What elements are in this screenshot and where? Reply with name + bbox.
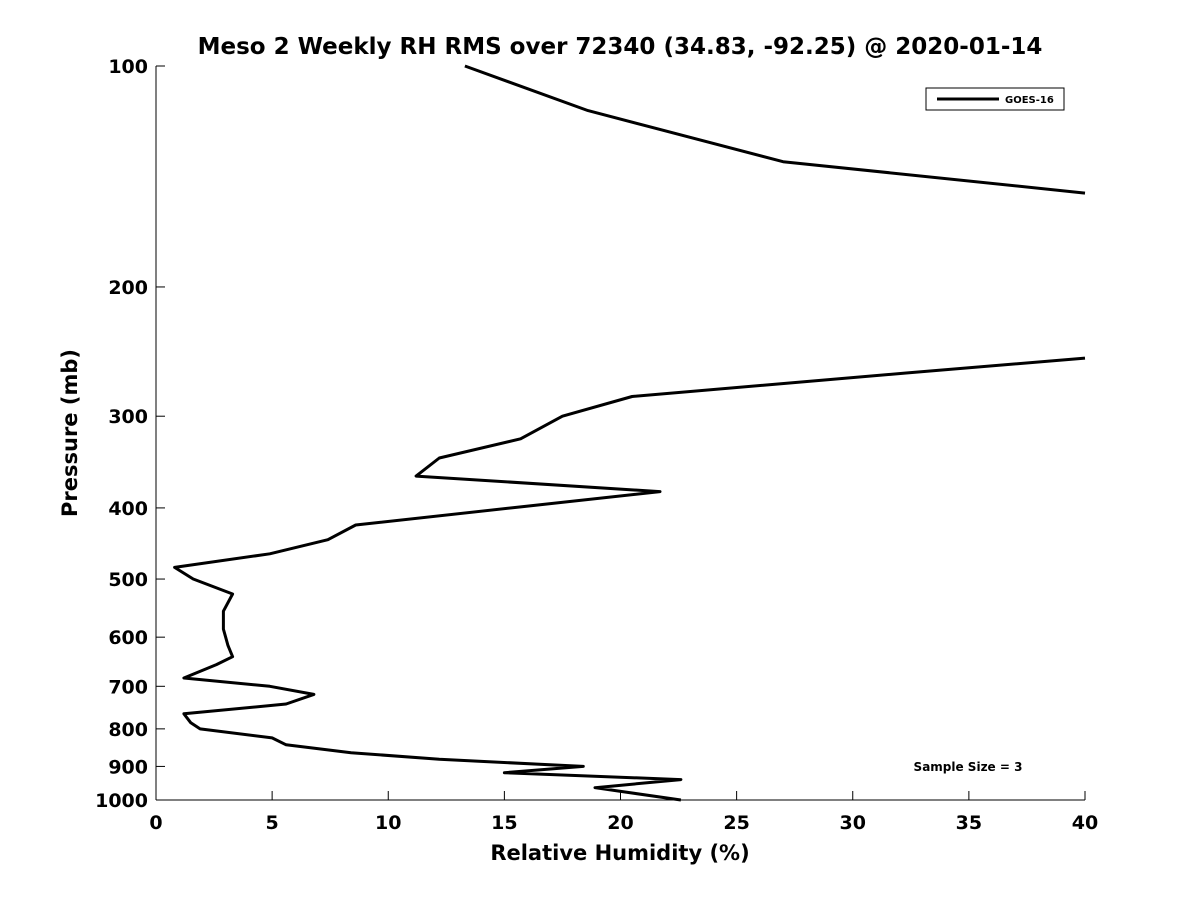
legend: GOES-16: [925, 87, 1065, 111]
y-tick-label: 1000: [95, 790, 148, 812]
chart-title: Meso 2 Weekly RH RMS over 72340 (34.83, …: [198, 34, 1043, 60]
y-tick-label: 500: [108, 569, 148, 591]
series-line-goes16: [173, 356, 1086, 802]
y-tick-label: 300: [108, 406, 148, 428]
y-tick-label: 200: [108, 277, 148, 299]
y-axis-label: Pressure (mb): [58, 349, 82, 517]
x-tick-label: 25: [723, 812, 749, 834]
x-tick-label: 35: [956, 812, 982, 834]
y-tick-label: 100: [108, 56, 148, 78]
x-tick-label: 10: [375, 812, 401, 834]
x-tick-label: 0: [149, 812, 162, 834]
series-line-goes16: [464, 64, 1086, 195]
y-tick-label: 800: [108, 719, 148, 741]
y-axis-ticks: 100 200 300 400 500 600 700 800 900 1000: [95, 56, 165, 812]
x-tick-label: 15: [491, 812, 517, 834]
x-tick-label: 40: [1072, 812, 1098, 834]
legend-label-goes16: GOES-16: [1005, 95, 1054, 106]
x-tick-label: 30: [840, 812, 866, 834]
y-tick-label: 400: [108, 498, 148, 520]
y-tick-label: 700: [108, 676, 148, 698]
x-tick-label: 5: [266, 812, 279, 834]
series-group: [173, 64, 1086, 802]
sample-size-annotation: Sample Size = 3: [914, 760, 1023, 774]
y-tick-label: 600: [108, 627, 148, 649]
x-axis-ticks: 0 5 10 15 20 25 30 35 40: [149, 791, 1098, 834]
y-tick-label: 900: [108, 756, 148, 778]
x-tick-label: 20: [607, 812, 633, 834]
x-axis-label: Relative Humidity (%): [490, 841, 749, 865]
